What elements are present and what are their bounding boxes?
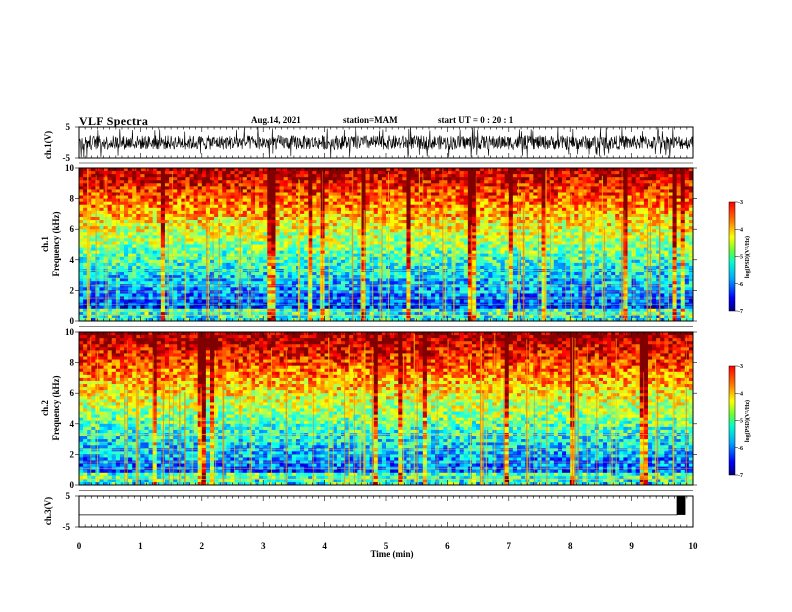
ch2-spec-ytick-2: 2 (70, 449, 75, 459)
ch1-spec-ytick-10: 10 (65, 163, 75, 173)
x-tick-label-2: 2 (200, 541, 205, 551)
start-time-label: start UT = 0 : 20 : 1 (438, 115, 514, 125)
ch1-wave-ylabel: ch.1(V) (43, 131, 53, 159)
ch2-spec-ylabel: ch.2 (40, 400, 50, 416)
x-tick-label-1: 1 (138, 541, 143, 551)
ch1-cb-tick--7: -7 (738, 309, 743, 315)
ch1-cb-tick--5: -5 (738, 255, 743, 261)
x-axis-label: Time (min) (370, 549, 413, 559)
ch2-spec-ytick-8: 8 (70, 358, 75, 368)
x-tick-label-8: 8 (568, 541, 573, 551)
x-tick-label-0: 0 (77, 541, 82, 551)
ch3-wave-ylabel: ch.3(V) (43, 497, 53, 525)
ch3-waveform-panel (79, 495, 686, 516)
x-tick-label-3: 3 (261, 541, 266, 551)
ch1-cb-tick--3: -3 (738, 200, 743, 206)
ch1-spec-ytick-4: 4 (70, 255, 75, 265)
x-tick-label-10: 10 (689, 541, 699, 551)
x-tick-label-9: 9 (629, 541, 634, 551)
ch3-trace (79, 495, 686, 516)
cb2-label: log(PSD)(V²/Hz) (744, 400, 751, 442)
ch2-cb-tick--7: -7 (738, 473, 743, 479)
ch3-wave-ytick-1: -5 (63, 522, 71, 532)
ch1-trace (78, 127, 694, 158)
ch1-spec-ylabel: ch.1 (40, 236, 50, 252)
ch2-spec-ylabel2: Frequency (kHz) (51, 375, 61, 440)
date-label: Aug.14, 2021 (251, 115, 301, 125)
x-tick-label-4: 4 (322, 541, 327, 551)
station-label: station=MAM (343, 115, 398, 125)
ch2-spec-ytick-10: 10 (65, 327, 75, 337)
x-tick-label-5: 5 (384, 541, 389, 551)
ch1-spec-ytick-0: 0 (70, 316, 75, 326)
ch2-spectrogram-panel (79, 332, 693, 485)
ch2-spec-ytick-6: 6 (70, 388, 75, 398)
figure-title: VLF Spectra (79, 114, 149, 128)
ch1-spec-ytick-6: 6 (70, 224, 75, 234)
ch1-cb-tick--6: -6 (738, 282, 743, 288)
x-tick-label-7: 7 (507, 541, 512, 551)
ch1-spectrogram-panel (79, 168, 693, 321)
ch1-waveform-panel (78, 127, 694, 158)
ch2-spec-ytick-4: 4 (70, 419, 75, 429)
ch1-wave-ytick-0: 5 (66, 122, 71, 132)
ch2-cb-tick--4: -4 (738, 391, 743, 397)
cb1-label: log(PSD)(V²/Hz) (744, 236, 751, 278)
ch3-pulse (677, 496, 686, 515)
ch1-cb-tick--4: -4 (738, 227, 743, 233)
ch1-spec-ytick-2: 2 (70, 285, 75, 295)
ch2-spec-ytick-0: 0 (70, 480, 75, 490)
ch2-colorbar (728, 365, 736, 476)
x-tick-label-6: 6 (445, 541, 450, 551)
ch1-wave-ytick-1: -5 (63, 153, 71, 163)
ch1-spec-ytick-8: 8 (70, 194, 75, 204)
ch3-wave-ytick-0: 5 (66, 491, 71, 501)
ch2-cb-tick--3: -3 (738, 364, 743, 370)
ch2-cb-tick--6: -6 (738, 446, 743, 452)
ch1-spec-ylabel2: Frequency (kHz) (51, 211, 61, 276)
ch2-cb-tick--5: -5 (738, 419, 743, 425)
colorbars: -3 -4 -5 -6 -7 -3 -4 -5 -6 -7 (728, 200, 743, 479)
ch1-colorbar (728, 201, 736, 312)
